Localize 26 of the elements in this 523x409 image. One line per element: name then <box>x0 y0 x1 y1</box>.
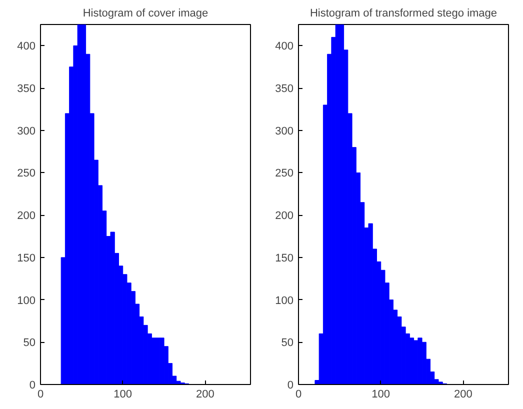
y-tick-label: 350 <box>275 83 294 96</box>
y-tick-label: 300 <box>17 125 36 138</box>
y-tick-label: 150 <box>275 252 294 264</box>
chart-title: Histogram of cover image <box>82 8 208 20</box>
y-tick-label: 50 <box>23 337 36 350</box>
y-tick-label: 200 <box>275 210 294 222</box>
chart-title: Histogram of transformed stego image <box>310 8 498 20</box>
x-tick-label: 0 <box>37 388 44 400</box>
y-tick-label: 0 <box>29 380 36 392</box>
x-tick-label: 100 <box>114 388 132 400</box>
y-tick-label: 200 <box>17 210 36 222</box>
y-tick-label: 400 <box>275 40 294 53</box>
x-tick-label: 0 <box>295 388 302 400</box>
x-tick-label: 100 <box>372 388 390 400</box>
y-tick-label: 250 <box>275 168 294 180</box>
x-tick-label: 200 <box>196 388 214 400</box>
y-tick-label: 0 <box>287 380 294 392</box>
y-tick-label: 300 <box>275 125 294 138</box>
y-tick-label: 400 <box>17 40 36 53</box>
x-tick-label: 200 <box>454 388 472 400</box>
y-tick-label: 100 <box>275 294 294 307</box>
y-tick-label: 350 <box>17 83 36 96</box>
y-tick-label: 100 <box>17 294 36 307</box>
y-tick-label: 150 <box>17 252 36 264</box>
y-tick-label: 50 <box>281 337 294 350</box>
y-tick-label: 250 <box>17 168 36 180</box>
